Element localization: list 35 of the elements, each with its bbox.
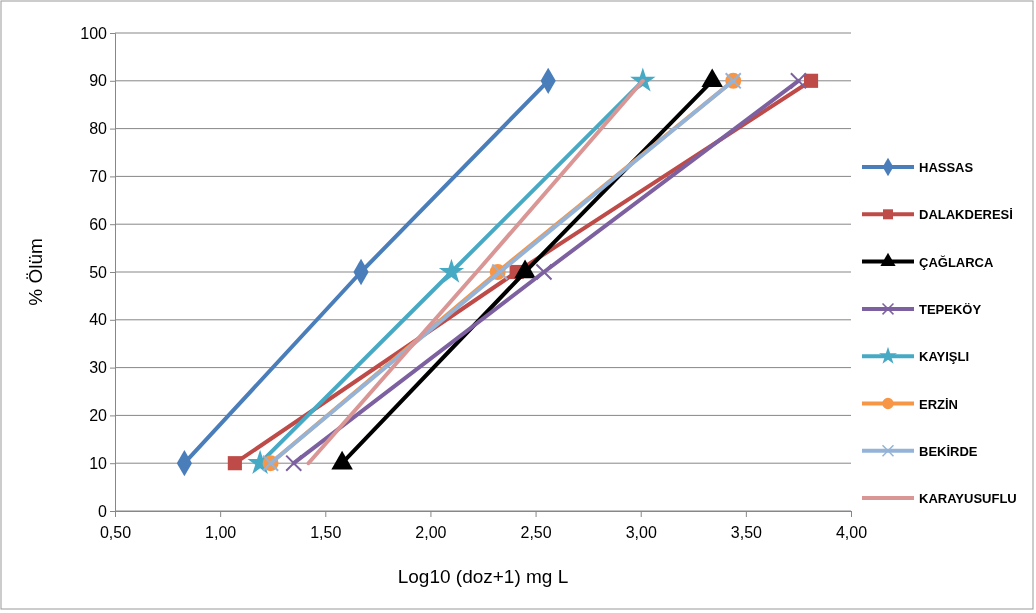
y-tick-label: 80 [89,120,108,138]
x-axis-title: Log10 (doz+1) mg L [397,566,569,587]
y-tick-label: 10 [89,454,108,472]
legend-label: KARAYUSUFLU [919,491,1017,507]
y-axis-title: % Ölüm [25,238,46,306]
x-tick-label: 3,50 [730,523,763,541]
legend-label: KAYIŞLI [919,349,970,365]
legend-label: BEKİRDE [919,443,978,459]
point [803,73,819,88]
x-tick-label: 1,50 [310,523,342,541]
y-tick-label: 100 [80,24,108,42]
y-tick-label: 60 [89,215,108,233]
y-tick-label: 70 [89,168,108,186]
legend-label: HASSAS [919,160,974,175]
x-tick-label: 3,00 [625,523,657,541]
x-tick-label: 2,50 [520,523,552,541]
y-tick-label: 30 [89,359,108,377]
x-tick-label: 0,50 [99,523,132,541]
point [789,72,807,90]
y-tick-label: 20 [89,407,108,425]
point [227,456,242,471]
point [285,454,303,472]
y-tick-label: 0 [98,502,108,520]
legend-label: TEPEKÖY [919,301,982,317]
y-tick-label: 40 [89,311,108,329]
x-tick-label: 4,00 [835,523,868,541]
point [438,258,465,283]
y-tick-label: 90 [89,72,108,90]
legend-label: ÇAĞLARCA [919,254,994,270]
x-tick-label: 1,00 [205,523,237,541]
x-tick-label: 2,00 [415,523,447,541]
legend-label: ERZİN [919,396,958,412]
legend-label: DALAKDERESİ [919,207,1013,223]
y-tick-label: 50 [89,263,108,281]
point [535,263,553,281]
